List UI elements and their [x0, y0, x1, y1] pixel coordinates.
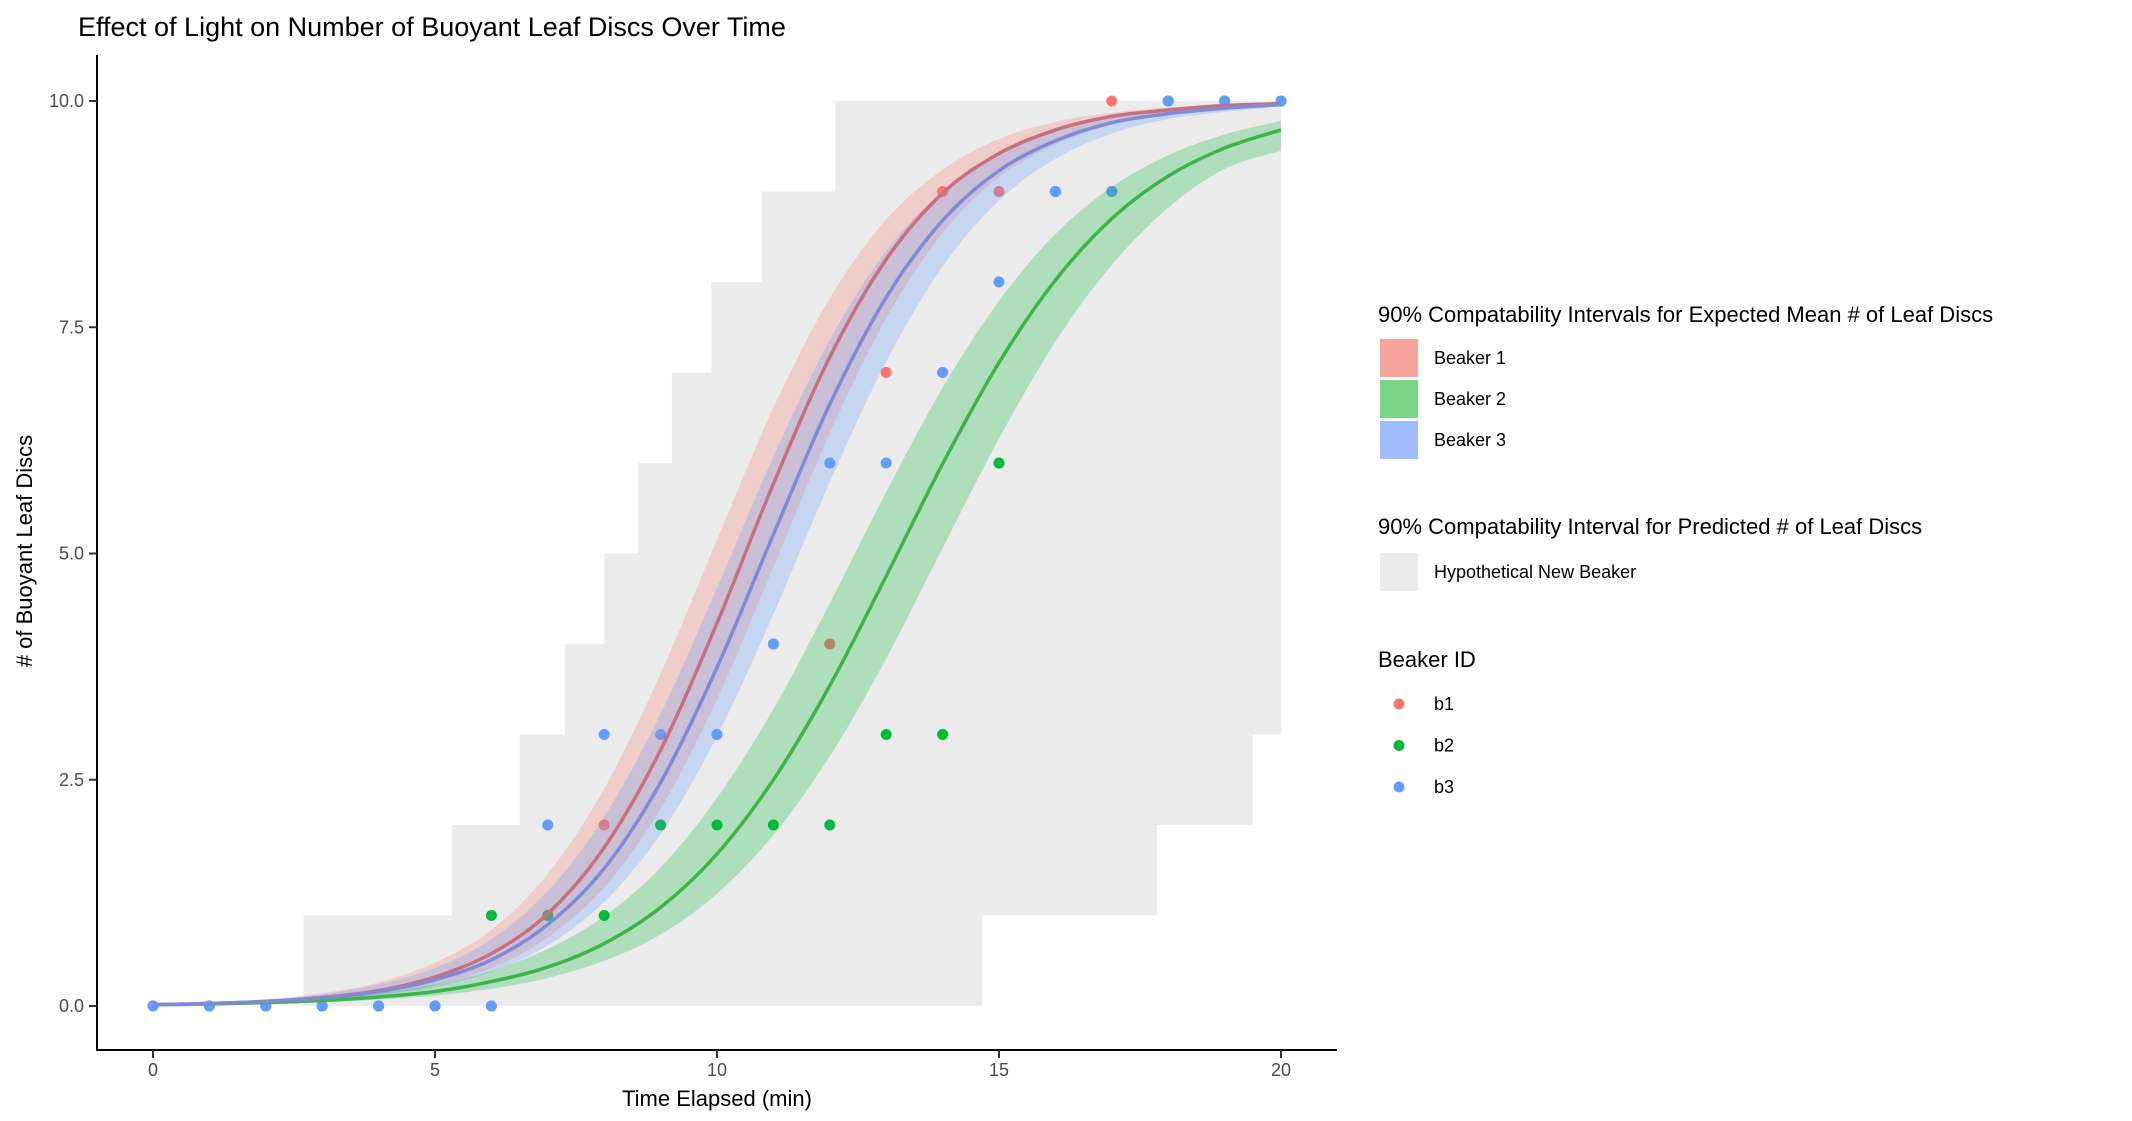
mean-line-beaker-3: [152, 102, 1282, 1007]
x-tick-label: 5: [430, 1060, 440, 1080]
point-b3: [1162, 95, 1174, 107]
legend-label: Beaker 2: [1434, 389, 1506, 409]
y-tick-label: 2.5: [59, 770, 84, 790]
legend-dot-b1: [1393, 698, 1405, 710]
point-b3: [767, 638, 779, 650]
point-b2: [937, 729, 949, 740]
y-tick-label: 0.0: [59, 996, 84, 1016]
point-b3: [373, 1000, 385, 1012]
point-b2: [598, 910, 610, 921]
legend-label: Beaker 1: [1434, 348, 1506, 368]
legend: 90% Compatability Intervals for Expected…: [1378, 302, 1993, 797]
legend-swatch-beaker-1: [1380, 339, 1418, 377]
legend-dot-b3: [1393, 781, 1405, 793]
point-b3: [993, 276, 1005, 288]
x-tick-label: 20: [1271, 1060, 1291, 1080]
mean-line-beaker-2: [152, 128, 1282, 1007]
ribbon-beaker-2: [153, 120, 1281, 1006]
point-b1: [880, 367, 892, 378]
legend-label: Hypothetical New Beaker: [1434, 562, 1636, 582]
point-b3: [880, 457, 892, 469]
point-b3: [655, 729, 667, 740]
y-tick-label: 7.5: [59, 317, 84, 337]
legend-label: b1: [1434, 694, 1454, 714]
point-b1: [1106, 95, 1118, 107]
point-b1: [824, 638, 836, 650]
y-axis-label: # of Buoyant Leaf Discs: [12, 435, 37, 667]
x-tick-label: 15: [989, 1060, 1009, 1080]
legend-swatch-beaker-2: [1380, 380, 1418, 418]
point-b3: [711, 729, 723, 740]
point-b3: [429, 1000, 441, 1012]
legend-title-beaker-id: Beaker ID: [1378, 647, 1476, 672]
point-b1: [598, 819, 610, 831]
legend-label: b3: [1434, 777, 1454, 797]
point-b1: [993, 186, 1005, 197]
legend-label: b2: [1434, 736, 1454, 756]
x-axis-label: Time Elapsed (min): [622, 1086, 812, 1111]
y-tick-label: 10.0: [49, 91, 84, 111]
point-b3: [1106, 186, 1118, 197]
point-b3: [542, 819, 554, 831]
point-b2: [993, 457, 1005, 469]
legend-label: Beaker 3: [1434, 430, 1506, 450]
point-b3: [824, 457, 836, 469]
x-tick-label: 10: [707, 1060, 727, 1080]
point-b3: [485, 1000, 497, 1012]
point-b3: [316, 1000, 328, 1012]
legend-title-predicted: 90% Compatability Interval for Predicted…: [1378, 514, 1922, 539]
point-b2: [655, 819, 667, 831]
point-b2: [767, 819, 779, 831]
x-axis-ticks: 0 5 10 15 20: [148, 1050, 1291, 1080]
prediction-interval-ribbon: [153, 101, 1281, 1006]
legend-swatch-hypothetical: [1380, 553, 1418, 591]
point-b3: [1049, 186, 1061, 197]
point-b3: [598, 729, 610, 740]
x-tick-label: 0: [148, 1060, 158, 1080]
point-b2: [880, 729, 892, 740]
point-b2: [824, 819, 836, 831]
legend-dot-b2: [1393, 740, 1405, 751]
ribbon-beaker-1: [153, 101, 1281, 1006]
y-tick-label: 5.0: [59, 544, 84, 564]
y-axis-ticks: 0.0 2.5 5.0 7.5 10.0: [49, 91, 97, 1016]
chart-title: Effect of Light on Number of Buoyant Lea…: [78, 12, 786, 42]
point-b2: [485, 910, 497, 921]
point-b2: [711, 819, 723, 831]
legend-title-mean: 90% Compatability Intervals for Expected…: [1378, 302, 1993, 327]
point-b3: [937, 367, 949, 378]
plot-panel: [147, 95, 1287, 1012]
legend-swatch-beaker-3: [1380, 421, 1418, 459]
